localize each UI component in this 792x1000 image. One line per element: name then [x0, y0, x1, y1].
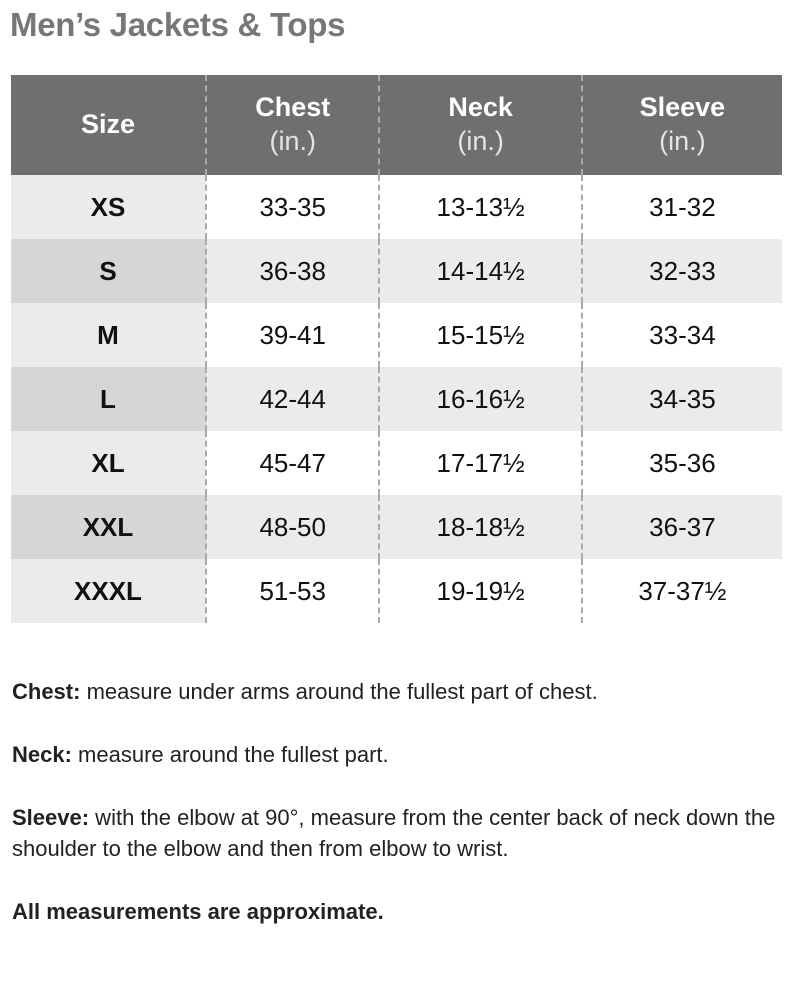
measurement-cell: 15-15½	[378, 303, 582, 367]
column-header-sleeve: Sleeve (in.)	[580, 75, 782, 175]
table-row: XS 33-35 13-13½ 31-32	[11, 175, 782, 239]
note-term: Chest:	[12, 679, 81, 704]
measurement-notes: Chest: measure under arms around the ful…	[12, 676, 782, 959]
table-row: XXL 48-50 18-18½ 36-37	[11, 495, 782, 559]
header-unit: (in.)	[457, 126, 504, 156]
header-row: Size Chest (in.) Neck (in.) Sleeve (in.)	[11, 75, 782, 175]
column-header-chest: Chest (in.)	[204, 75, 380, 175]
measurement-cell: 32-33	[580, 239, 782, 303]
measurement-cell: 51-53	[204, 559, 380, 623]
header-unit: (in.)	[269, 126, 316, 156]
note-text: with the elbow at 90°, measure from the …	[12, 805, 776, 861]
measurement-cell: 36-37	[580, 495, 782, 559]
measurement-cell: 19-19½	[378, 559, 582, 623]
size-chart-table: Size Chest (in.) Neck (in.) Sleeve (in.) XS 33-…	[11, 75, 782, 623]
measurement-cell: 17-17½	[378, 431, 582, 495]
measurement-cell: 14-14½	[378, 239, 582, 303]
page-title: Men’s Jackets & Tops	[10, 6, 346, 43]
column-header-neck: Neck (in.)	[378, 75, 582, 175]
measurement-cell: 42-44	[204, 367, 380, 431]
disclaimer: All measurements are approximate.	[12, 899, 384, 924]
measurement-cell: 48-50	[204, 495, 380, 559]
table-row: XL 45-47 17-17½ 35-36	[11, 431, 782, 495]
measurement-cell: 33-35	[204, 175, 380, 239]
note-text: measure under arms around the fullest pa…	[80, 679, 598, 704]
table-row: M 39-41 15-15½ 33-34	[11, 303, 782, 367]
measurement-cell: 16-16½	[378, 367, 582, 431]
note: Neck: measure around the fullest part.	[12, 739, 782, 770]
measurement-cell: 35-36	[580, 431, 782, 495]
size-cell: XS	[11, 175, 206, 239]
size-cell: XL	[11, 431, 206, 495]
measurement-cell: 31-32	[580, 175, 782, 239]
header-label: Neck	[448, 92, 513, 123]
table-row: L 42-44 16-16½ 34-35	[11, 367, 782, 431]
measurement-cell: 34-35	[580, 367, 782, 431]
note-term: Neck:	[12, 742, 72, 767]
header-unit: (in.)	[659, 126, 706, 156]
size-cell: XXXL	[11, 559, 206, 623]
size-cell: L	[11, 367, 206, 431]
measurement-cell: 18-18½	[378, 495, 582, 559]
note-text: measure around the fullest part.	[71, 742, 389, 767]
column-header-size: Size	[11, 75, 206, 175]
size-cell: XXL	[11, 495, 206, 559]
size-cell: M	[11, 303, 206, 367]
header-label: Sleeve	[639, 92, 726, 123]
note: Chest: measure under arms around the ful…	[12, 676, 782, 707]
size-cell: S	[11, 239, 206, 303]
header-label: Size	[80, 109, 136, 140]
measurement-cell: 39-41	[204, 303, 380, 367]
measurement-cell: 13-13½	[378, 175, 582, 239]
measurement-cell: 36-38	[204, 239, 380, 303]
note-term: Sleeve:	[12, 805, 90, 830]
header-label: Chest	[255, 92, 331, 123]
measurement-cell: 45-47	[204, 431, 380, 495]
note: Sleeve: with the elbow at 90°, measure f…	[12, 802, 782, 864]
table-row: XXXL 51-53 19-19½ 37-37½	[11, 559, 782, 623]
table-row: S 36-38 14-14½ 32-33	[11, 239, 782, 303]
measurement-cell: 37-37½	[580, 559, 782, 623]
measurement-cell: 33-34	[580, 303, 782, 367]
